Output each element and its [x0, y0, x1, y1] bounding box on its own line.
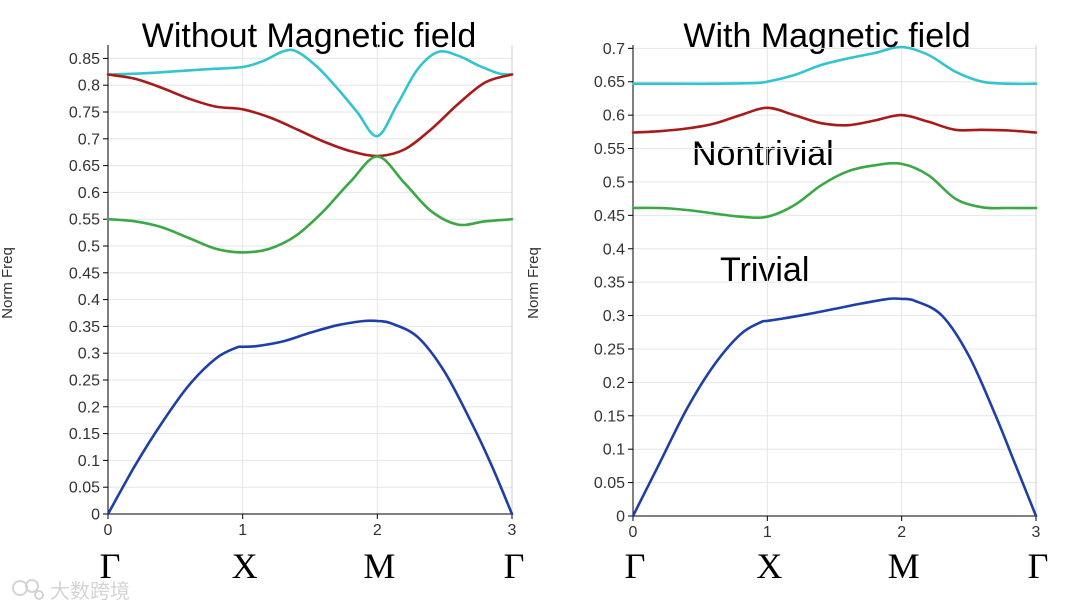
chart-1-y-tick-label: 0.45 [69, 265, 100, 282]
chart-1-y-tick-label: 0 [91, 507, 100, 524]
chart-1: 0 0.05 0.1 0.15 0.2 0.25 0.3 0.35 0.4 0.45 0.5 0.55… [69, 45, 525, 586]
logo-icon [12, 579, 44, 600]
chart-2-y-tick-label: 0.7 [603, 41, 625, 58]
chart-2-y-tick-label: 0 [616, 509, 625, 526]
chart-1-series-2-line [106, 73, 514, 158]
chart-1-series-4-line [106, 319, 514, 516]
chart-1-ylabel: Norm Freq [0, 247, 16, 319]
watermark-text: 大数跨境 [50, 580, 130, 603]
chart-2-y-tick-label: 0.55 [594, 141, 625, 158]
chart-2-y-tick-label: 0.2 [603, 375, 625, 392]
chart-2-x-tick-label: 2 [897, 524, 906, 541]
chart-1-y-tick-label: 0.1 [78, 453, 100, 470]
chart-2-y-tick-label: 0.05 [594, 475, 625, 492]
chart-1-y-tick-label: 0.35 [69, 319, 100, 336]
chart-2-x-tick-label: 0 [629, 524, 638, 541]
chart-2-x-tick-label: 3 [1032, 524, 1041, 541]
chart-1-y-tick-label: 0.85 [69, 51, 100, 68]
chart-2-y-tick-label: 0.15 [594, 408, 625, 425]
chart-1-x-tick-label: 0 [104, 522, 113, 539]
chart-1-y-tick-label: 0.7 [78, 131, 100, 148]
chart-2-y-tick-label: 0.3 [603, 308, 625, 325]
chart-2-series-1-line [631, 45, 1038, 86]
chart-1-symmetry-label: X [232, 546, 258, 586]
chart-2-y-tick-label: 0.25 [594, 341, 625, 358]
chart-1-x-tick-label: 2 [373, 522, 382, 539]
chart-2-symmetry-label: Γ [625, 546, 646, 586]
chart-1-y-tick-label: 0.6 [78, 185, 100, 202]
watermark: 大数跨境 [12, 579, 130, 603]
trivial-annotation: Trivial [720, 251, 809, 289]
chart-1-title: Without Magnetic field [142, 17, 477, 55]
chart-2-y-tick-label: 0.4 [603, 241, 625, 258]
chart-2-symmetry-label: M [888, 546, 920, 586]
chart-1-symmetry-label: M [363, 546, 395, 586]
chart-2-x-tick-label: 1 [763, 524, 772, 541]
chart-2-y-tick-label: 0.1 [603, 442, 625, 459]
chart-2-y-tick-label: 0.6 [603, 108, 625, 125]
chart-2-series-4-line [631, 297, 1038, 518]
chart-2-symmetry-label: Γ [1028, 546, 1049, 586]
chart-1-y-tick-label: 0.55 [69, 212, 100, 229]
chart-2: 0 0.05 0.1 0.15 0.2 0.25 0.3 0.35 0.4 0.45 0.5 0.55… [594, 41, 1049, 586]
chart-1-y-tick-label: 0.4 [78, 292, 100, 309]
chart-1-y-tick-label: 0.15 [69, 426, 100, 443]
chart-1-y-tick-label: 0.75 [69, 105, 100, 122]
chart-2-y-tick-label: 0.65 [594, 74, 625, 91]
chart-1-x-tick-label: 1 [238, 522, 247, 539]
chart-2-symmetry-label: X [756, 546, 782, 586]
chart-2-y-tick-label: 0.5 [603, 174, 625, 191]
nontrivial-annotation: Nontrivial [692, 135, 834, 173]
chart-1-y-tick-label: 0.8 [78, 78, 100, 95]
chart-2-y-tick-label: 0.45 [594, 208, 625, 225]
chart-1-symmetry-label: Γ [100, 546, 121, 586]
chart-1-y-tick-label: 0.5 [78, 239, 100, 256]
chart-2-series-2-line [631, 106, 1038, 134]
chart-1-y-tick-label: 0.25 [69, 373, 100, 390]
chart-1-series-1-line [106, 48, 514, 138]
chart-2-title: With Magnetic field [683, 17, 970, 55]
chart-1-series-3-line [106, 155, 514, 254]
chart-1-y-tick-label: 0.2 [78, 399, 100, 416]
chart-1-symmetry-label: Γ [504, 546, 525, 586]
chart-2-y-tick-label: 0.35 [594, 275, 625, 292]
chart-1-y-tick-label: 0.05 [69, 480, 100, 497]
chart-1-y-tick-label: 0.65 [69, 158, 100, 175]
chart-layer: 0 0.05 0.1 0.15 0.2 0.25 0.3 0.35 0.4 0.45 0.5 0.55… [69, 41, 1049, 586]
chart-1-y-tick-label: 0.3 [78, 346, 100, 363]
chart-1-x-tick-label: 3 [508, 522, 517, 539]
chart-2-series-3-line [631, 161, 1038, 219]
chart-2-ylabel: Norm Freq [525, 247, 542, 319]
